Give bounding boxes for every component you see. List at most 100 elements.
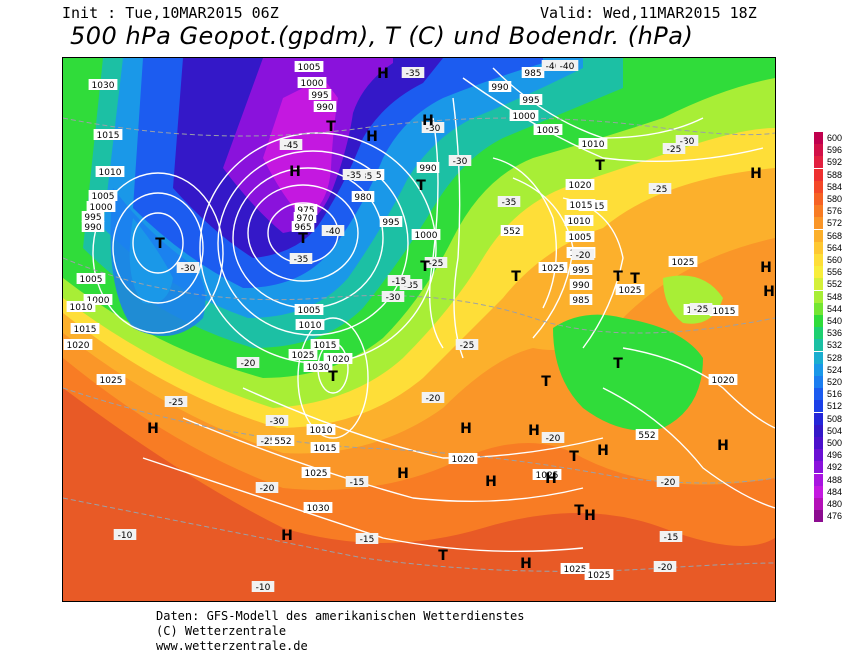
pressure-label-box: [308, 89, 332, 100]
pressure-label-box: [569, 264, 593, 275]
legend-label: 504: [827, 425, 843, 436]
pressure-label-box: [564, 215, 594, 226]
legend-swatch: [814, 339, 823, 352]
pressure-label-box: [323, 353, 353, 364]
pressure-label: 965: [294, 223, 311, 233]
temperature-label-box: [497, 196, 521, 207]
pressure-label: 1000: [90, 203, 113, 213]
temperature-label: -15: [664, 533, 679, 543]
legend-row: 540: [811, 315, 850, 327]
legend-label: 568: [827, 230, 843, 241]
temperature-label: -15: [350, 478, 365, 488]
high-pressure-marker: H: [584, 508, 596, 524]
legend-swatch: [814, 205, 823, 218]
legend-label: 476: [827, 511, 843, 522]
temperature-label: -10: [256, 583, 271, 593]
legend-row: 588: [811, 168, 850, 181]
legend-swatch: [814, 144, 823, 157]
legend-row: 568: [811, 229, 850, 242]
pressure-label: 1000: [87, 296, 110, 306]
high-pressure-marker: H: [289, 164, 301, 180]
temperature-label: -20: [661, 478, 676, 488]
pressure-label-box: [560, 563, 590, 574]
temperature-label-box: [342, 169, 366, 180]
pressure-label-box: [88, 79, 118, 90]
legend-row: 592: [811, 156, 850, 169]
temperature-label: -25: [169, 398, 184, 408]
high-pressure-marker: H: [597, 443, 609, 459]
temperature-label-box: [659, 531, 683, 542]
pressure-label: 995: [84, 213, 101, 223]
legend-swatch: [814, 510, 823, 523]
pressure-label-box: [294, 204, 318, 215]
legend-label: 580: [827, 194, 843, 204]
pressure-label-box: [294, 304, 324, 315]
legend-swatch: [814, 180, 823, 193]
temperature-label: -20: [546, 434, 561, 444]
legend-swatch: [814, 193, 823, 205]
temperature-label-box: [541, 60, 565, 71]
pressure-label-box: [301, 467, 331, 478]
pressure-label-box: [708, 374, 738, 385]
pressure-label-box: [533, 124, 563, 135]
low-pressure-marker: T: [569, 449, 579, 465]
temperature-label-box: [421, 392, 445, 403]
legend-swatch: [814, 351, 823, 364]
temperature-label: -20: [576, 251, 591, 261]
legend-swatch: [814, 485, 823, 498]
temperature-label-box: [381, 291, 405, 302]
temperature-label-box: [648, 183, 672, 194]
legend-row: 576: [811, 205, 850, 218]
legend-row: 572: [811, 217, 850, 230]
legend-label: 572: [827, 218, 843, 229]
legend-label: 584: [827, 181, 843, 192]
footer-credits: Daten: GFS-Modell des amerikanischen Wet…: [156, 609, 524, 654]
legend-row: 520: [811, 376, 850, 388]
pressure-label-box: [81, 211, 105, 222]
pressure-label-box: [416, 162, 440, 173]
pressure-label: 1020: [712, 376, 735, 386]
legend-row: 476: [811, 510, 850, 523]
temperature-label: -40: [560, 62, 575, 72]
pressure-label-box: [95, 166, 125, 177]
legend-label: 560: [827, 255, 843, 265]
footer-url: www.wetterzentrale.de: [156, 639, 308, 653]
pressure-label-box: [411, 229, 441, 240]
pressure-label: 1010: [70, 303, 93, 313]
pressure-label-box: [288, 349, 318, 360]
pressure-label-box: [509, 110, 539, 121]
chart-title: 500 hPa Geopot.(gpdm), T (C) und Bodendr…: [70, 22, 694, 50]
pressure-label-box: [88, 190, 118, 201]
pressure-label: 975: [297, 206, 314, 216]
legend-row: 500: [811, 437, 850, 449]
pressure-label-box: [76, 273, 106, 284]
pressure-label: 1025: [292, 351, 315, 361]
pressure-label-box: [294, 61, 324, 72]
temperature-label: -35: [404, 281, 419, 291]
low-pressure-marker: T: [438, 548, 448, 564]
temperature-label-box: [541, 432, 565, 443]
legend-swatch: [814, 278, 823, 291]
temperature-label: -35: [294, 255, 309, 265]
pressure-label: 1010: [99, 168, 122, 178]
pressure-label: 1025: [619, 286, 642, 296]
pressure-label-box: [578, 138, 608, 149]
temperature-label: -30: [181, 264, 196, 274]
pressure-label: 1010: [299, 321, 322, 331]
pressure-label: 980: [354, 193, 371, 203]
pressure-label-box: [310, 339, 340, 350]
legend-row: 548: [811, 290, 850, 303]
pressure-label-box: [81, 221, 105, 232]
high-pressure-marker: H: [377, 66, 389, 82]
legend-swatch: [814, 498, 823, 510]
pressure-label-box: [66, 301, 96, 312]
legend-swatch: [814, 168, 823, 181]
legend-row: 484: [811, 485, 850, 498]
legend-swatch: [814, 315, 823, 327]
pressure-label-box: [569, 294, 593, 305]
legend-swatch: [814, 217, 823, 230]
legend-label: 500: [827, 438, 843, 448]
pressure-label: 1015: [97, 131, 120, 141]
temperature-label-box: [571, 249, 595, 260]
